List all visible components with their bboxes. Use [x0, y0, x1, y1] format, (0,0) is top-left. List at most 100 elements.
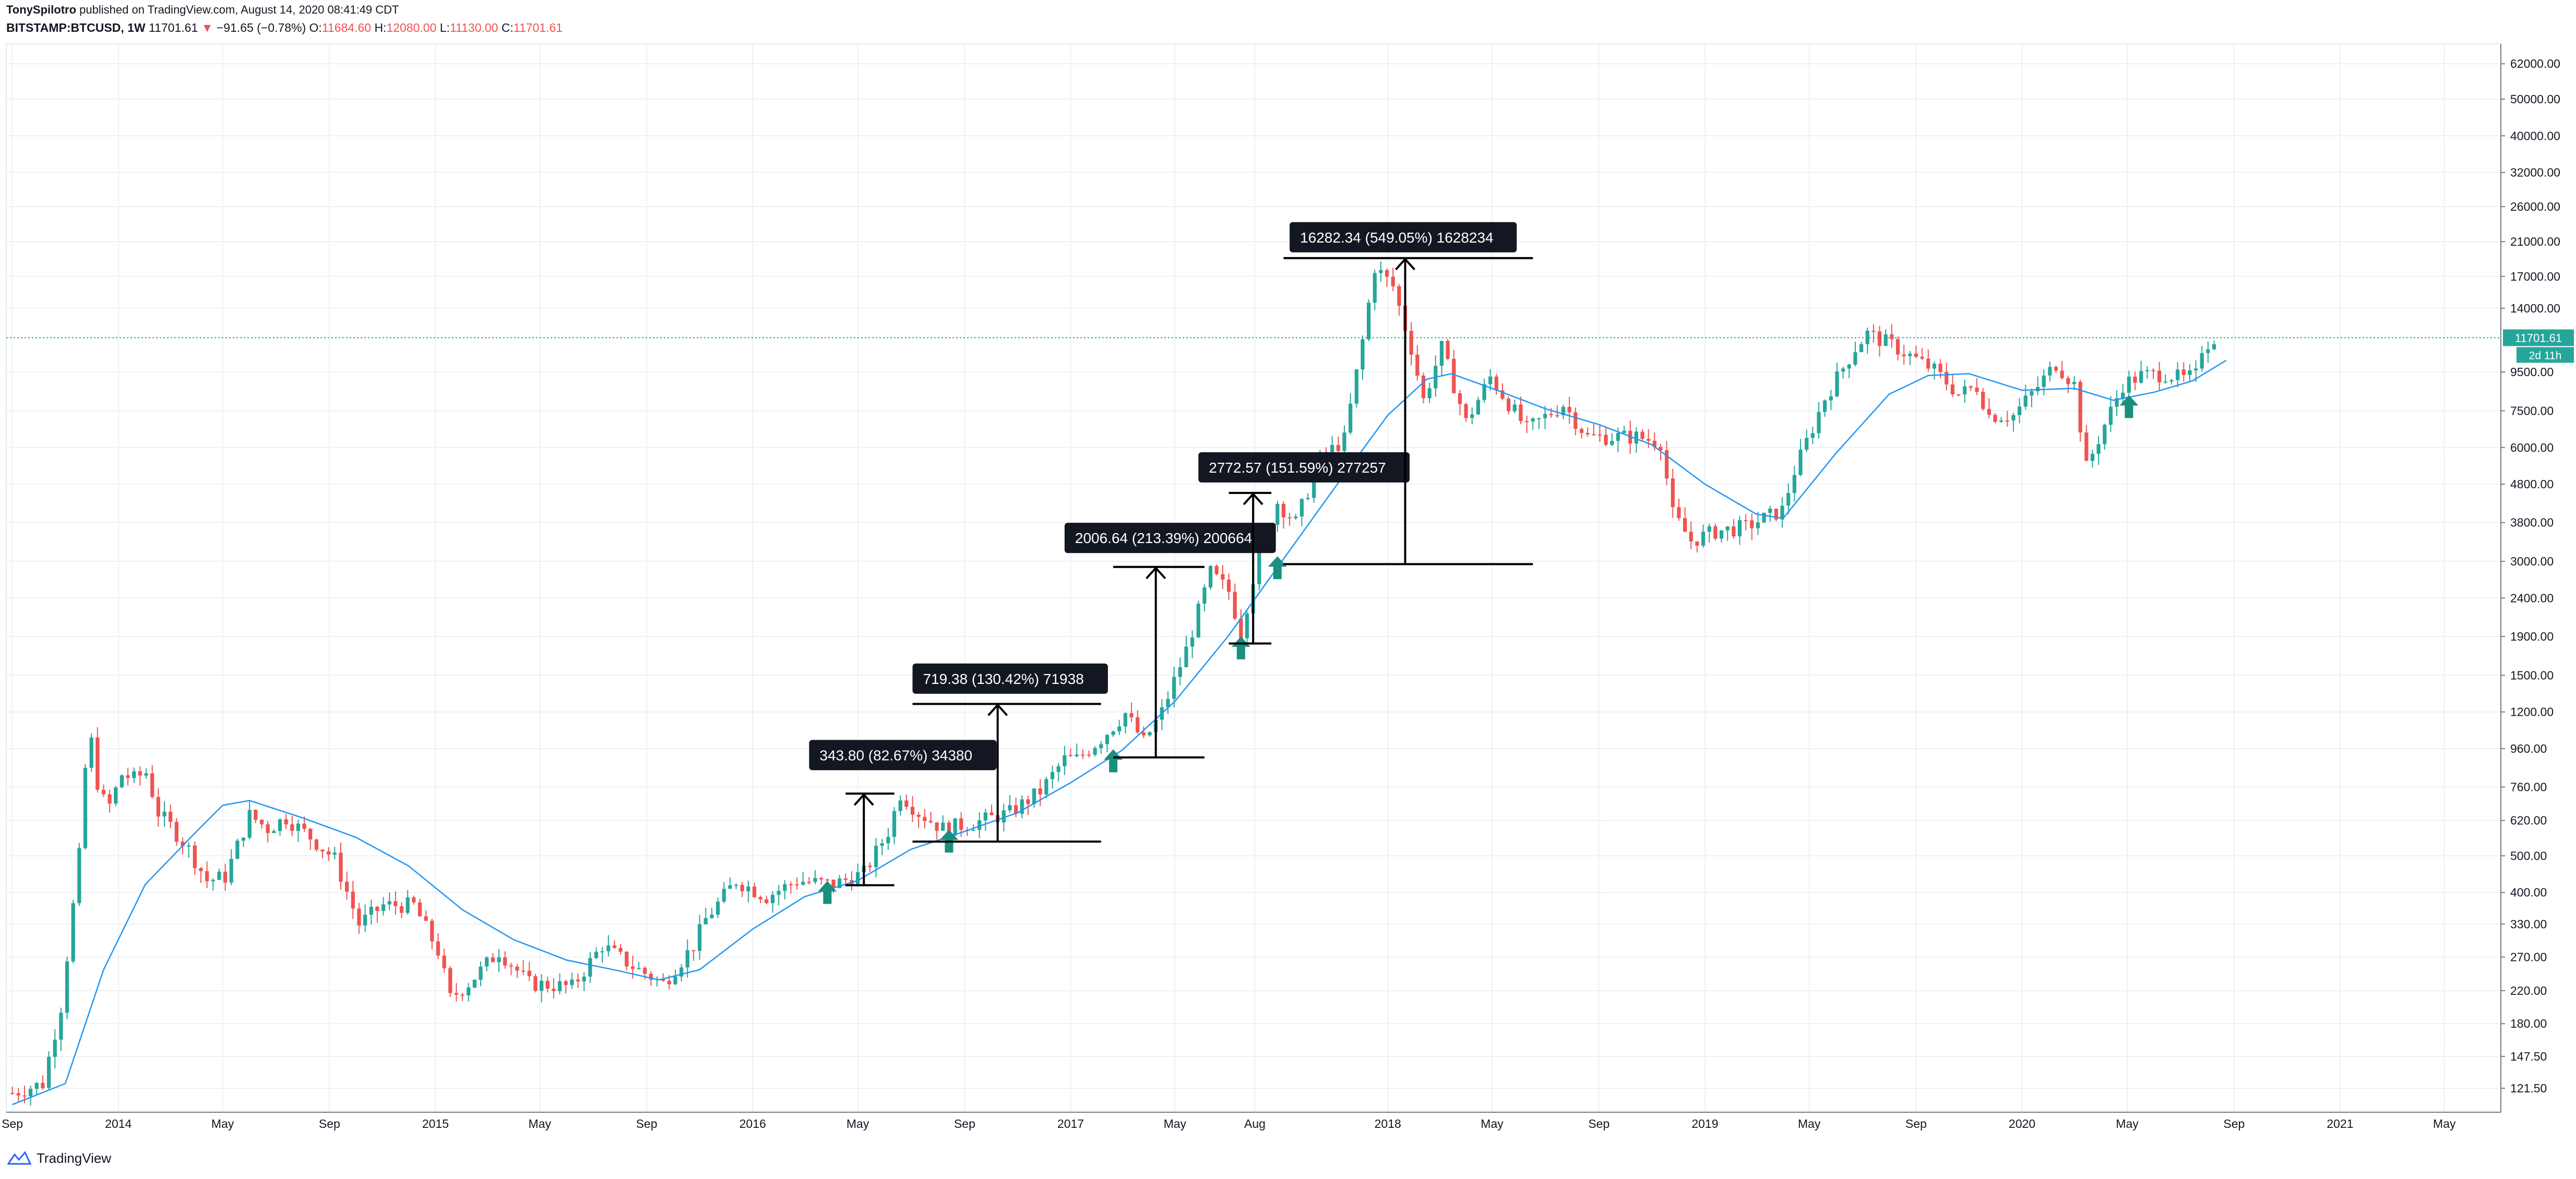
candle-body	[1415, 354, 1420, 376]
x-tick-label: 2021	[2327, 1117, 2353, 1130]
candle-body	[667, 981, 671, 984]
candle-body	[1780, 506, 1784, 520]
price-change: −91.65 (−0.78%)	[216, 21, 306, 34]
candle-body	[272, 831, 276, 833]
candle-body	[1366, 303, 1371, 340]
candle-body	[418, 902, 422, 917]
candle-body	[673, 976, 677, 984]
y-tick-label: 3000.00	[2510, 555, 2554, 568]
candle-body	[1945, 372, 1949, 384]
candle-body	[424, 916, 428, 921]
candle-body	[880, 843, 884, 846]
candle-body	[1032, 788, 1036, 804]
candle-body	[1330, 444, 1334, 454]
candle-body	[898, 800, 902, 811]
candle-body	[454, 993, 459, 995]
candle-body	[770, 895, 775, 904]
price-chart[interactable]: 62000.00 50000.00 40000.00 32000.00 26000.00…	[0, 0, 2576, 1148]
candle-body	[1647, 439, 1651, 441]
candle-body	[1737, 520, 1742, 537]
x-tick-label: Sep	[2223, 1117, 2245, 1130]
y-tick-label: 4800.00	[2510, 477, 2554, 491]
candle-body	[703, 918, 708, 924]
candle-body	[1640, 431, 1644, 439]
candle-body	[1768, 509, 1772, 513]
buy-arrow-icon	[818, 881, 837, 904]
candle-body	[1908, 353, 1912, 356]
y-tick-label: 7500.00	[2510, 404, 2554, 418]
candle-body	[254, 810, 258, 820]
candle-body	[479, 966, 483, 980]
candle-body	[1026, 799, 1030, 804]
candle-body	[1865, 330, 1869, 344]
candle-body	[199, 868, 203, 871]
candle-body	[1129, 713, 1134, 718]
candle-body	[1762, 513, 1766, 523]
candle-body	[472, 980, 477, 988]
y-tick-label: 270.00	[2510, 951, 2547, 964]
tradingview-logo-icon	[7, 1151, 31, 1165]
candle-body	[351, 892, 355, 909]
low-value: 11130.00	[449, 21, 498, 34]
candle-body	[1579, 429, 1584, 433]
countdown-label: 2d 11h	[2529, 350, 2562, 362]
symbol-name[interactable]: BITSTAMP:BTCUSD, 1W	[6, 21, 146, 34]
candle-body	[2169, 380, 2174, 382]
candle-body	[1993, 415, 1997, 422]
candle-body	[600, 951, 604, 953]
candle-body	[1105, 735, 1110, 744]
candle-body	[886, 837, 890, 844]
candle-body	[1464, 404, 1468, 418]
candle-body	[399, 906, 404, 913]
candle-body	[728, 885, 732, 889]
candle-body	[2193, 368, 2198, 371]
candle-body	[2078, 382, 2082, 432]
candle-body	[114, 787, 118, 804]
y-tick-label: 50000.00	[2510, 92, 2560, 106]
candle-body	[1847, 364, 1851, 369]
candle-body	[1652, 440, 1656, 447]
candle-body	[1895, 339, 1900, 355]
candle-body	[2090, 453, 2095, 461]
measure-label-box	[912, 663, 1108, 694]
measure-label-box	[1290, 222, 1517, 252]
candle-body	[217, 871, 221, 880]
candle-body	[138, 771, 142, 776]
candle-body	[314, 839, 318, 850]
candle-body	[959, 818, 963, 830]
candle-body	[1604, 435, 1608, 445]
high-value: 12080.00	[386, 21, 437, 34]
candle-body	[661, 979, 665, 981]
candle-body	[825, 879, 829, 881]
candle-body	[327, 851, 331, 855]
y-tick-label: 14000.00	[2510, 302, 2560, 315]
candle-body	[2011, 415, 2016, 421]
candle-body	[1926, 358, 1930, 369]
candle-body	[1713, 526, 1718, 539]
candle-body	[1458, 393, 1462, 404]
candle-body	[1835, 371, 1839, 396]
candle-body	[1202, 587, 1207, 604]
candle-body	[977, 820, 982, 830]
x-tick-label: 2020	[2009, 1117, 2035, 1130]
candle-body	[1299, 499, 1304, 517]
candle-body	[1597, 434, 1602, 436]
candle-body	[1567, 406, 1571, 413]
tradingview-brand[interactable]: TradingView	[37, 1150, 112, 1166]
candle-body	[1349, 403, 1353, 433]
candle-body	[1902, 354, 1906, 356]
candle-body	[2115, 398, 2119, 407]
candle-body	[928, 821, 933, 823]
candle-body	[1312, 473, 1316, 498]
author-name[interactable]: TonySpilotro	[6, 3, 77, 16]
candle-body	[259, 820, 264, 825]
candle-body	[539, 981, 544, 991]
candle-body	[740, 885, 744, 892]
candle-body	[1707, 526, 1711, 532]
low-label: L:	[439, 21, 450, 34]
candle-body	[1792, 475, 1797, 494]
candle-body	[1196, 603, 1200, 637]
candle-body	[1659, 447, 1663, 451]
candle-body	[1409, 331, 1413, 355]
candle-body	[1020, 799, 1024, 814]
